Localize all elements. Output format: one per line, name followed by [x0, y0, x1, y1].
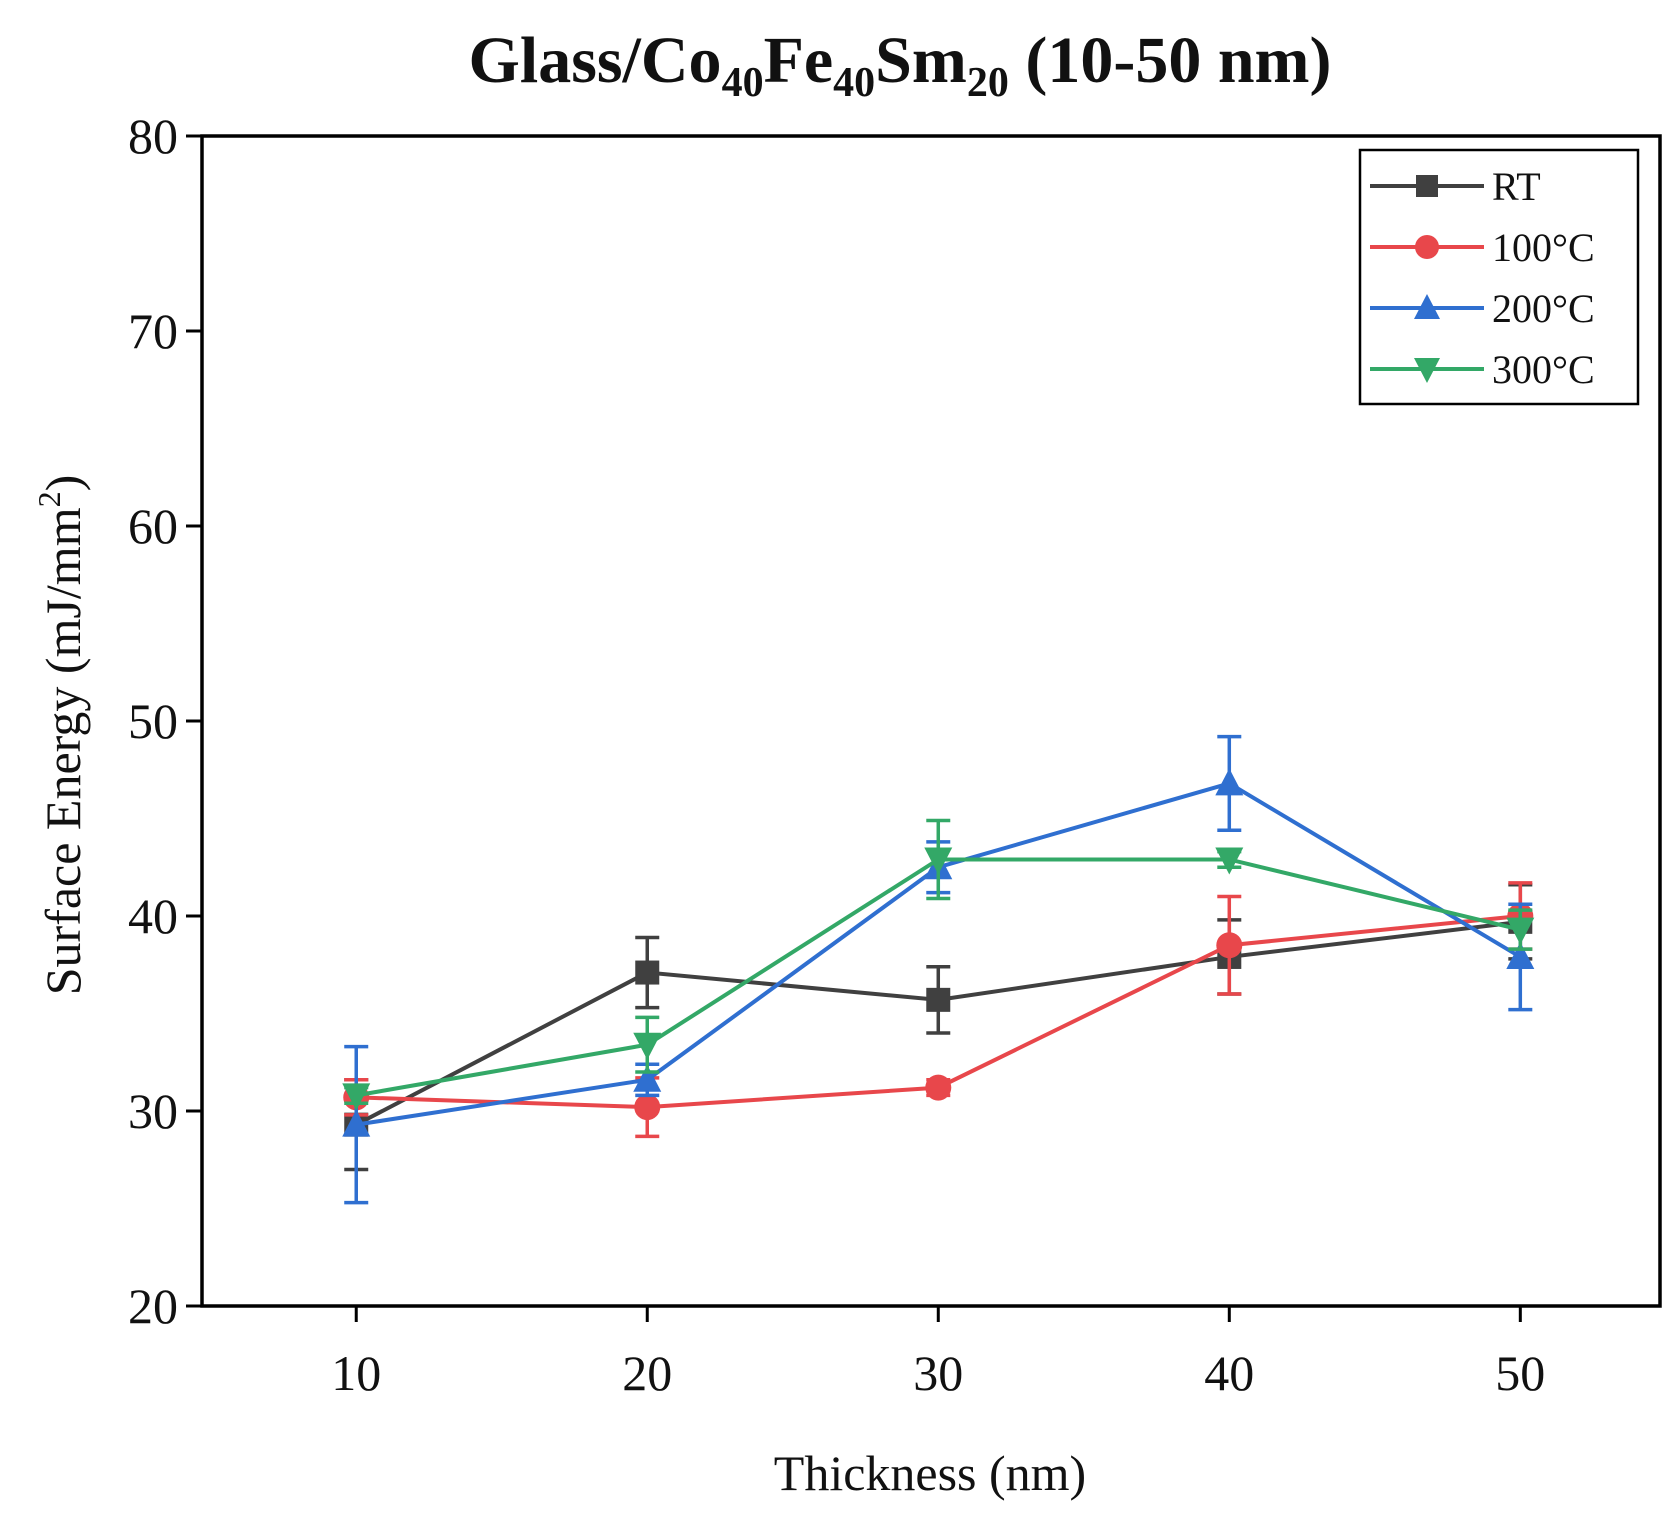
data-point	[633, 1032, 662, 1060]
y-tick-label: 60	[128, 498, 178, 554]
x-tick-label: 10	[331, 1345, 381, 1401]
chart-title: Glass/Co40Fe40Sm20 (10-50 nm)	[469, 24, 1332, 106]
y-label-close: )	[35, 475, 91, 492]
x-tick-label: 30	[913, 1345, 963, 1401]
legend-item: RT	[1370, 164, 1541, 209]
data-point	[342, 1083, 371, 1111]
data-point	[342, 1109, 371, 1137]
legend-marker	[1416, 175, 1438, 197]
data-point	[926, 987, 951, 1012]
title-segment: Sm	[875, 24, 967, 97]
y-axis: 20 30 40 50 60 70 80	[128, 108, 202, 1334]
data-point	[635, 960, 660, 985]
legend-label: 300°C	[1492, 347, 1595, 392]
title-subscript: 40	[722, 60, 764, 106]
data-point	[634, 1094, 661, 1121]
series-layer	[342, 734, 1535, 1205]
legend-label: 100°C	[1492, 225, 1595, 270]
x-axis: 10 20 30 40 50	[331, 1306, 1545, 1401]
legend: RT 100°C 200°C 300°C	[1358, 148, 1640, 406]
title-subscript: 40	[833, 60, 875, 106]
legend-item: 200°C	[1370, 286, 1595, 331]
y-tick-label: 30	[128, 1083, 178, 1139]
title-segment: Glass/Co	[469, 24, 722, 97]
data-point	[924, 847, 953, 875]
x-tick-label: 50	[1495, 1345, 1545, 1401]
title-segment: Fe	[764, 24, 834, 97]
data-point	[1215, 847, 1244, 875]
y-tick-label: 70	[128, 303, 178, 359]
series-3	[342, 818, 1535, 1111]
data-point	[1215, 768, 1244, 796]
y-tick-label: 80	[128, 108, 178, 164]
y-tick-label: 20	[128, 1278, 178, 1334]
data-point	[1506, 917, 1535, 945]
data-point	[925, 1074, 952, 1101]
x-tick-label: 20	[622, 1345, 672, 1401]
legend-marker	[1415, 235, 1439, 259]
series-0	[344, 883, 1533, 1172]
y-tick-label: 40	[128, 888, 178, 944]
data-point	[1216, 932, 1243, 959]
title-subscript: 20	[967, 60, 1009, 106]
data-point	[1506, 941, 1535, 969]
legend-box	[1358, 148, 1640, 406]
legend-label: 200°C	[1492, 286, 1595, 331]
y-label-text: Surface Energy (mJ/mm	[35, 507, 91, 995]
legend-marker	[1414, 358, 1440, 383]
y-label-superscript: 2	[31, 491, 67, 507]
title-segment: (10-50 nm)	[1009, 24, 1332, 97]
y-tick-label: 50	[128, 693, 178, 749]
data-point	[633, 1064, 662, 1092]
x-tick-label: 40	[1204, 1345, 1254, 1401]
y-axis-label: Surface Energy (mJ/mm2)	[31, 475, 91, 996]
legend-marker	[1414, 294, 1440, 319]
legend-item: 300°C	[1370, 347, 1595, 392]
x-axis-label: Thickness (nm)	[774, 1445, 1086, 1501]
legend-label: RT	[1492, 164, 1541, 209]
legend-item: 100°C	[1370, 225, 1595, 270]
